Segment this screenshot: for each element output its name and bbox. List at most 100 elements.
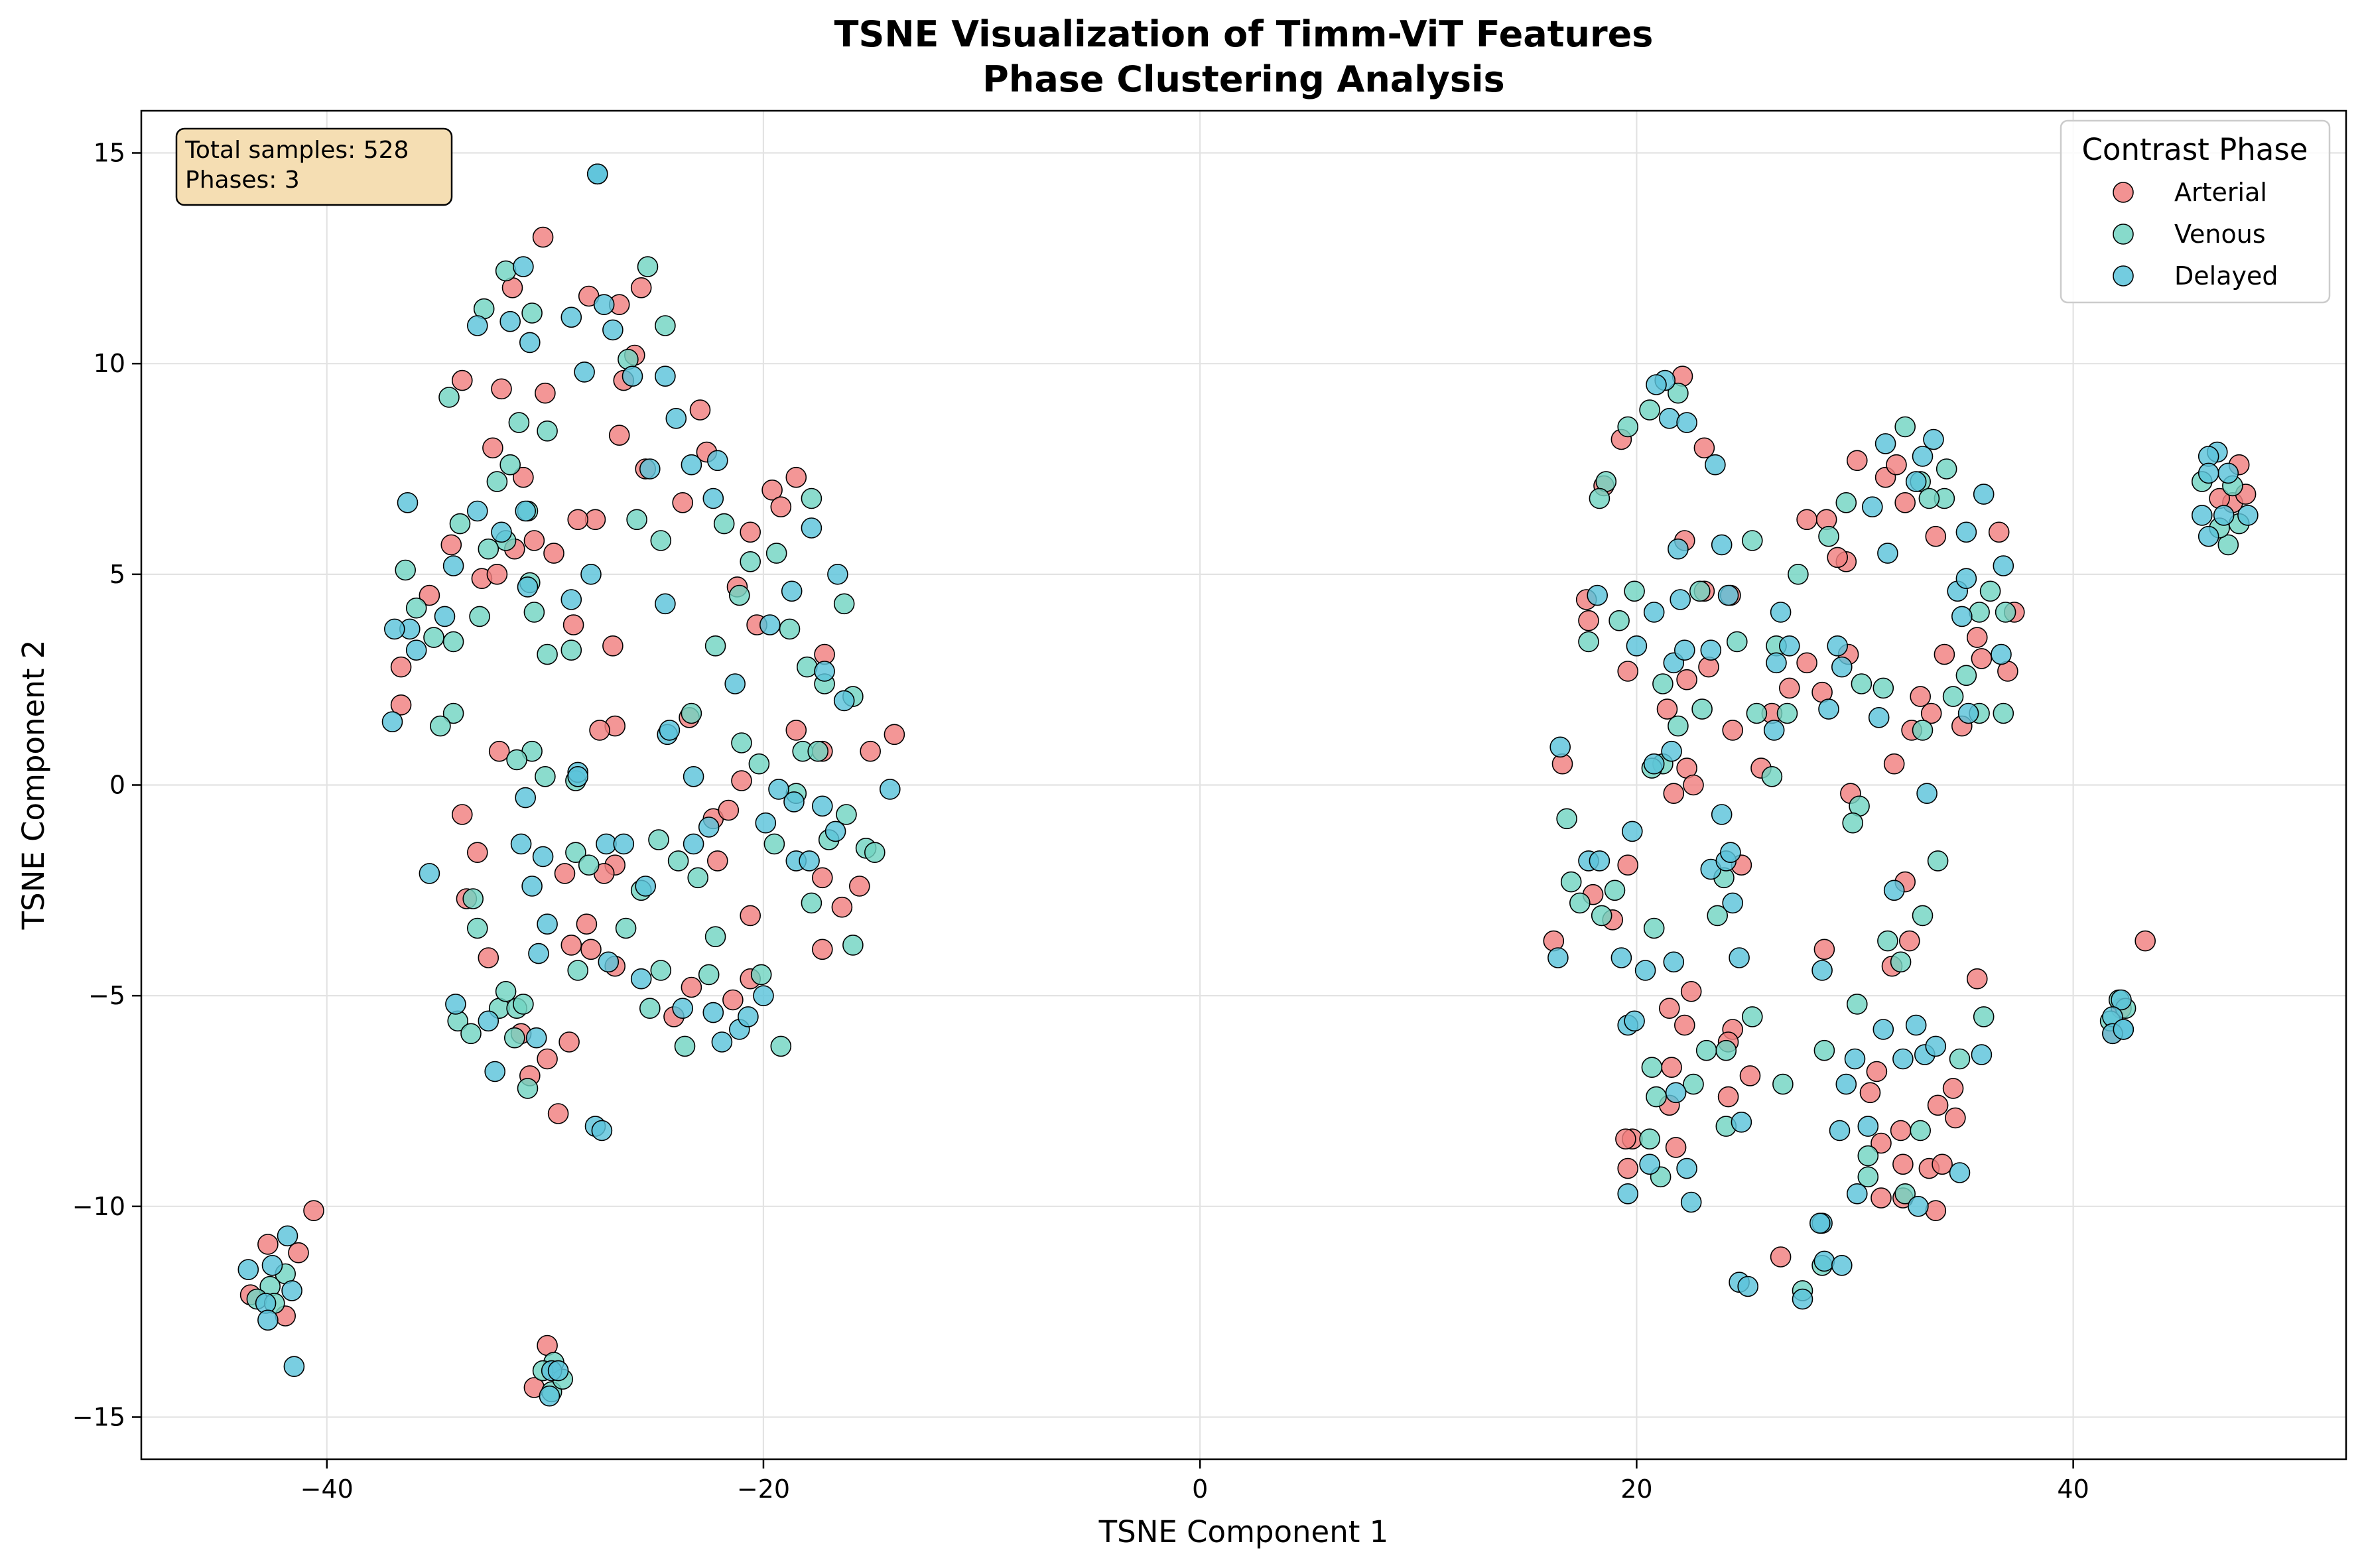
point-arterial: [707, 850, 728, 872]
point-venous: [704, 635, 726, 657]
point-delayed: [277, 1225, 298, 1247]
point-delayed: [1973, 484, 1995, 505]
point-delayed: [799, 850, 820, 872]
point-delayed: [1868, 707, 1890, 728]
point-delayed: [672, 998, 693, 1019]
point-arterial: [535, 382, 556, 404]
point-arterial: [1659, 998, 1680, 1019]
data-points: [237, 163, 2259, 1407]
point-arterial: [1676, 669, 1697, 690]
point-delayed: [1770, 602, 1792, 623]
point-venous: [1872, 677, 1894, 699]
point-delayed: [1717, 584, 1739, 606]
point-arterial: [562, 614, 584, 635]
point-delayed: [655, 593, 676, 615]
point-arterial: [478, 947, 499, 968]
point-delayed: [261, 1255, 283, 1276]
point-arterial: [1932, 1153, 1953, 1175]
point-arterial: [567, 509, 589, 531]
point-arterial: [466, 842, 488, 863]
point-arterial: [1739, 1065, 1761, 1086]
point-delayed: [665, 407, 687, 429]
point-arterial: [482, 437, 503, 459]
point-delayed: [1862, 496, 1883, 518]
point-delayed: [1993, 555, 2014, 576]
point-venous: [770, 1035, 792, 1057]
point-arterial: [1934, 643, 1955, 665]
point-delayed: [1877, 543, 1898, 564]
point-delayed: [801, 517, 822, 539]
point-venous: [535, 766, 556, 787]
point-arterial: [1925, 1200, 1947, 1221]
point-delayed: [434, 606, 456, 627]
point-delayed: [519, 332, 541, 354]
point-arterial: [1674, 1014, 1695, 1036]
point-venous: [523, 602, 545, 623]
point-delayed: [237, 1259, 259, 1280]
point-delayed: [537, 913, 558, 935]
point-venous: [1936, 458, 1957, 480]
point-venous: [1894, 416, 1916, 438]
point-venous: [1652, 673, 1674, 694]
point-delayed: [711, 1031, 733, 1053]
point-arterial: [1770, 1246, 1792, 1268]
point-delayed: [1680, 1191, 1702, 1213]
point-delayed: [283, 1356, 305, 1377]
point-venous: [2217, 534, 2239, 556]
point-delayed: [1831, 1255, 1853, 1276]
point-delayed: [1811, 960, 1833, 981]
point-venous: [1894, 1183, 1916, 1205]
point-delayed: [738, 1006, 759, 1027]
point-delayed: [639, 458, 661, 480]
point-venous: [423, 627, 444, 648]
point-venous: [713, 513, 735, 535]
point-delayed: [1676, 412, 1697, 433]
point-arterial: [390, 656, 412, 678]
point-delayed: [1665, 1082, 1687, 1104]
point-venous: [1776, 702, 1798, 724]
point-delayed: [1991, 643, 2012, 665]
point-arterial: [718, 799, 740, 821]
point-delayed: [521, 876, 543, 897]
point-venous: [1890, 951, 1912, 973]
point-delayed: [698, 817, 720, 838]
point-arterial: [537, 1048, 558, 1070]
point-delayed: [1676, 1157, 1697, 1179]
point-venous: [864, 842, 886, 863]
point-arterial: [1617, 854, 1638, 876]
point-arterial: [1886, 454, 1907, 476]
legend-frame: [2060, 119, 2331, 304]
point-venous: [565, 842, 586, 863]
point-venous: [438, 387, 460, 408]
point-arterial: [1796, 652, 1817, 674]
point-delayed: [1617, 1183, 1638, 1205]
point-venous: [1609, 610, 1630, 631]
point-delayed: [1844, 1048, 1866, 1070]
x-tick-label: 40: [2057, 1474, 2089, 1504]
point-venous: [1857, 1145, 1879, 1167]
point-delayed: [484, 1061, 506, 1082]
point-delayed: [2111, 989, 2132, 1011]
point-arterial: [1617, 1157, 1638, 1179]
point-venous: [1818, 525, 1839, 547]
point-delayed: [1779, 635, 1800, 657]
point-venous: [506, 749, 527, 771]
point-delayed: [1835, 1073, 1857, 1095]
point-delayed: [593, 294, 615, 316]
point-delayed: [755, 812, 777, 834]
point-delayed: [1809, 1212, 1831, 1234]
point-delayed: [405, 639, 427, 661]
point-venous: [1835, 491, 1857, 513]
point-arterial: [608, 425, 630, 446]
point-delayed: [1916, 783, 1937, 804]
point-delayed: [539, 1385, 560, 1407]
point-venous: [1746, 702, 1768, 724]
point-venous: [1973, 1006, 1995, 1027]
point-delayed: [1957, 702, 1979, 724]
point-delayed: [1883, 880, 1905, 901]
point-venous: [1591, 905, 1612, 927]
point-venous: [1955, 665, 1977, 686]
point-arterial: [740, 905, 761, 927]
point-delayed: [1711, 804, 1733, 825]
point-venous: [729, 584, 750, 606]
